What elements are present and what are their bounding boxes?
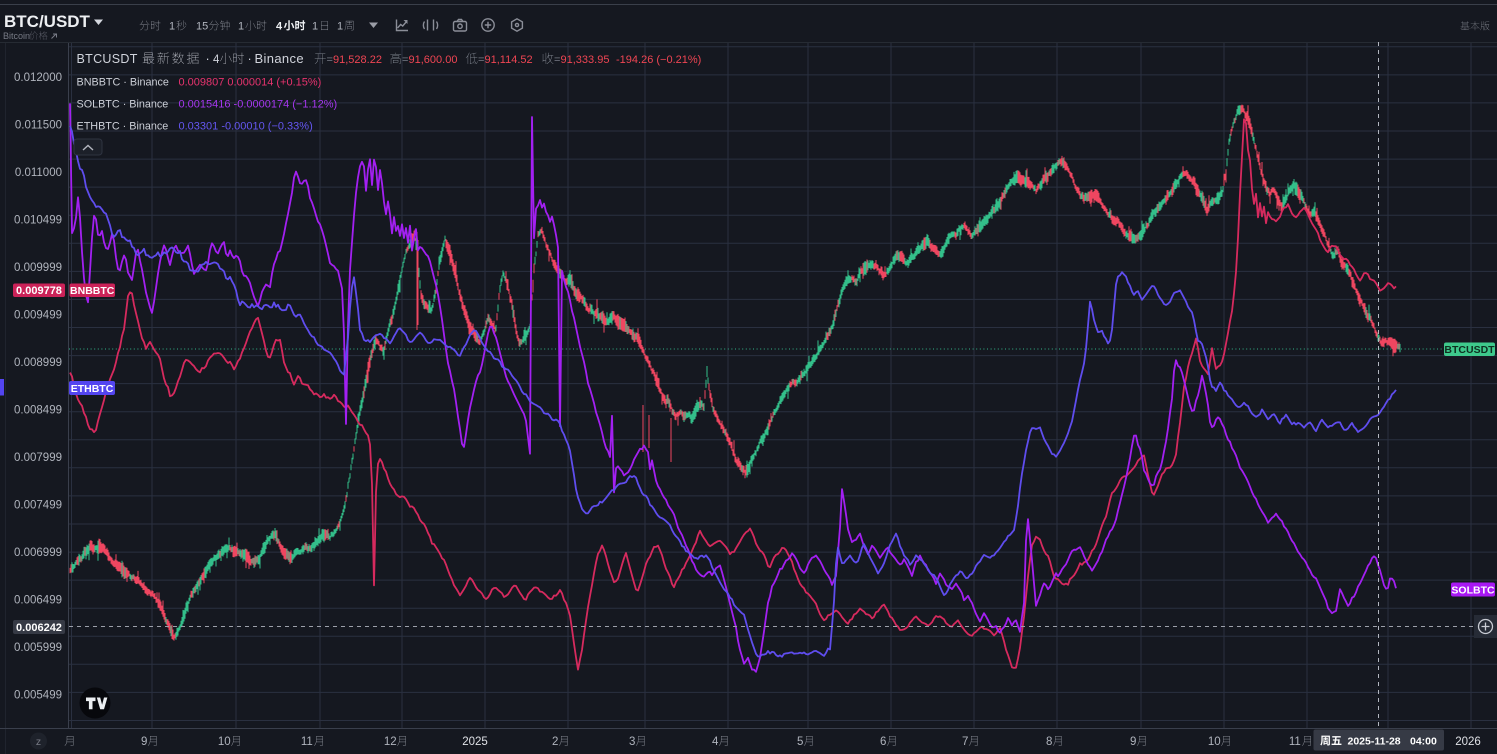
svg-text:Binance: Binance	[255, 51, 304, 66]
svg-text:=: =	[327, 54, 333, 66]
svg-text:SOLBTC · Binance: SOLBTC · Binance	[77, 99, 169, 111]
svg-text:0.009999: 0.009999	[14, 262, 62, 274]
svg-text:=: =	[478, 54, 484, 66]
svg-text:15: 15	[196, 21, 208, 33]
svg-text:4: 4	[213, 54, 220, 66]
svg-text:0.011500: 0.011500	[15, 120, 62, 132]
svg-text:4: 4	[712, 736, 719, 748]
svg-text:0.009778: 0.009778	[16, 285, 62, 297]
svg-text:=: =	[402, 54, 408, 66]
svg-text:=: =	[554, 54, 560, 66]
svg-text:91,114.52: 91,114.52	[485, 54, 533, 66]
svg-text:5: 5	[797, 736, 803, 748]
svg-text:2025: 2025	[462, 736, 488, 748]
svg-text:0.006999: 0.006999	[14, 547, 62, 559]
svg-text:0.005499: 0.005499	[14, 690, 62, 702]
svg-text:z: z	[36, 736, 41, 748]
svg-text:91,600.00: 91,600.00	[409, 54, 458, 66]
svg-text:0.008999: 0.008999	[14, 357, 62, 369]
svg-text:11: 11	[301, 736, 313, 748]
svg-text:ETHBTC: ETHBTC	[71, 383, 114, 395]
svg-text:3: 3	[629, 736, 635, 748]
svg-text:9: 9	[141, 736, 147, 748]
svg-text:0.007499: 0.007499	[14, 500, 62, 512]
svg-text:BNBBTC · Binance: BNBBTC · Binance	[77, 77, 169, 89]
svg-text:1: 1	[337, 21, 343, 33]
svg-text:10: 10	[1208, 736, 1221, 748]
svg-text:1: 1	[169, 21, 175, 33]
svg-text:0.009499: 0.009499	[14, 310, 62, 322]
svg-text:0.009807 0.000014 (+0.15%): 0.009807 0.000014 (+0.15%)	[179, 77, 322, 89]
svg-text:0.010499: 0.010499	[14, 215, 62, 227]
svg-text:9: 9	[1130, 736, 1136, 748]
svg-text:0.012000: 0.012000	[14, 72, 62, 84]
svg-text:0.011000: 0.011000	[15, 167, 62, 179]
svg-text:0.03301 -0.00010 (−0.33%): 0.03301 -0.00010 (−0.33%)	[179, 121, 313, 133]
svg-text:10: 10	[218, 736, 231, 748]
svg-text:2: 2	[552, 736, 558, 748]
svg-text:04:00: 04:00	[1410, 736, 1437, 748]
svg-text:6: 6	[880, 736, 886, 748]
svg-text:ETHBTC · Binance: ETHBTC · Binance	[77, 121, 169, 133]
svg-text:12: 12	[384, 736, 397, 748]
svg-text:0.006499: 0.006499	[14, 595, 62, 607]
svg-text:2026: 2026	[1455, 736, 1481, 748]
svg-text:BTCUSDT: BTCUSDT	[77, 52, 138, 66]
svg-text:0.006242: 0.006242	[16, 622, 62, 634]
svg-text:91,333.95: 91,333.95	[561, 54, 610, 66]
svg-text:7: 7	[962, 736, 968, 748]
svg-text:1: 1	[238, 21, 244, 33]
svg-text:BTC/USDT: BTC/USDT	[4, 12, 91, 31]
svg-text:-194.26 (−0.21%): -194.26 (−0.21%)	[616, 54, 701, 66]
svg-text:·: ·	[206, 52, 210, 66]
svg-text:1: 1	[312, 21, 318, 33]
svg-text:4: 4	[276, 21, 283, 33]
svg-text:2025-11-28: 2025-11-28	[1348, 736, 1401, 748]
svg-text:BNBBTC: BNBBTC	[70, 285, 115, 297]
svg-text:11: 11	[1289, 736, 1301, 748]
svg-text:0.0015416 -0.0000174 (−1.12%): 0.0015416 -0.0000174 (−1.12%)	[179, 99, 338, 111]
svg-text:0.005999: 0.005999	[14, 642, 62, 654]
svg-text:8: 8	[1046, 736, 1052, 748]
svg-text:91,528.22: 91,528.22	[333, 54, 382, 66]
svg-text:SOLBTC: SOLBTC	[1451, 584, 1495, 596]
svg-text:0.008499: 0.008499	[14, 405, 62, 417]
svg-text:·: ·	[248, 52, 252, 66]
svg-text:0.007999: 0.007999	[14, 452, 62, 464]
svg-text:Bitcoin: Bitcoin	[3, 31, 30, 41]
svg-text:BTCUSDT: BTCUSDT	[1444, 344, 1495, 356]
